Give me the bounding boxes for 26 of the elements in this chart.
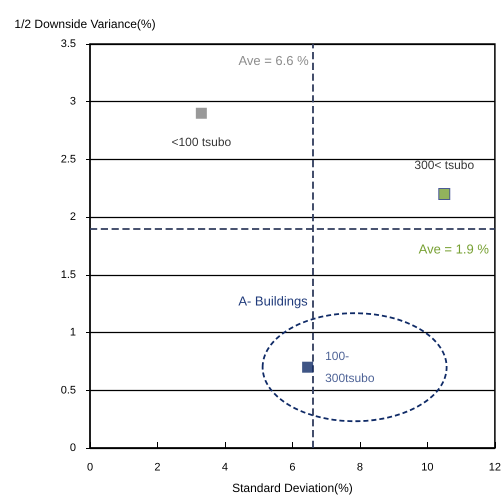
y-tick-label: 2.5 [60,153,76,166]
point [438,188,450,200]
x-tick-label: 12 [488,462,502,474]
ref-line-label: Ave = 1.9 % [418,242,490,257]
point [196,108,207,119]
annotation: A- Buildings [238,294,308,308]
ref-line-label: Ave = 6.6 % [238,53,310,68]
y-tick-label: 3.5 [60,38,76,50]
y-tick-label: 0 [70,442,76,454]
y-tick-label: 1 [70,326,76,339]
series-label: 300< tsubo [414,158,474,172]
y-tick-label: 3 [70,96,76,108]
y-tick-label: 2 [70,211,76,224]
x-tick-label: 2 [154,462,161,474]
y-axis-title: 1/2 Downside Variance(%) [14,17,156,31]
point [302,362,314,373]
x-tick-label: 10 [421,462,434,474]
series-label: <100 tsubo [171,134,232,149]
x-tick-label: 6 [289,462,296,474]
series-label: 100- 300tsubo [325,349,375,386]
y-tick-label: 1.5 [60,268,76,281]
x-tick-label: 0 [86,462,94,474]
y-tick-label: 0.5 [60,384,76,396]
x-axis-title: Standard Deviation(%) [232,481,353,495]
x-tick-label: 4 [222,462,228,474]
x-tick-label: 8 [356,462,363,474]
